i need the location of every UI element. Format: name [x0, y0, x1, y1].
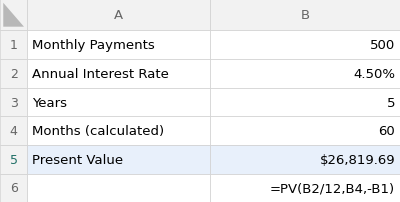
Bar [210, 60, 400, 88]
Text: 3: 3 [10, 96, 18, 109]
Text: Monthly Payments: Monthly Payments [32, 39, 155, 52]
Text: B: B [301, 9, 310, 22]
Bar [0, 88, 27, 117]
Text: 60: 60 [378, 124, 395, 138]
Text: Annual Interest Rate: Annual Interest Rate [32, 67, 169, 81]
Text: 4.50%: 4.50% [353, 67, 395, 81]
Text: 500: 500 [370, 39, 395, 52]
Bar [0, 31, 27, 60]
Text: $26,819.69: $26,819.69 [320, 153, 395, 166]
Bar [210, 174, 400, 202]
Text: A: A [114, 9, 123, 22]
Bar [27, 117, 210, 145]
Text: Months (calculated): Months (calculated) [32, 124, 164, 138]
Bar [27, 88, 210, 117]
Bar [210, 31, 400, 60]
Text: Years: Years [32, 96, 67, 109]
Bar [210, 145, 400, 174]
Text: =PV(B2/12,B4,-B1): =PV(B2/12,B4,-B1) [270, 181, 395, 195]
Text: 5: 5 [10, 153, 18, 166]
Bar [0, 145, 27, 174]
Bar [0, 60, 27, 88]
Bar [0, 117, 27, 145]
Bar [210, 117, 400, 145]
Text: 6: 6 [10, 181, 18, 195]
Bar [0, 0, 27, 31]
Text: 1: 1 [10, 39, 18, 52]
Bar [27, 60, 210, 88]
Text: 5: 5 [387, 96, 395, 109]
Text: Present Value: Present Value [32, 153, 123, 166]
Bar [0, 174, 27, 202]
Bar [210, 88, 400, 117]
Text: 4: 4 [10, 124, 18, 138]
Polygon shape [3, 4, 24, 27]
Bar [27, 0, 210, 31]
Bar [27, 31, 210, 60]
Bar [27, 145, 210, 174]
Text: 2: 2 [10, 67, 18, 81]
Bar [210, 0, 400, 31]
Bar [27, 174, 210, 202]
